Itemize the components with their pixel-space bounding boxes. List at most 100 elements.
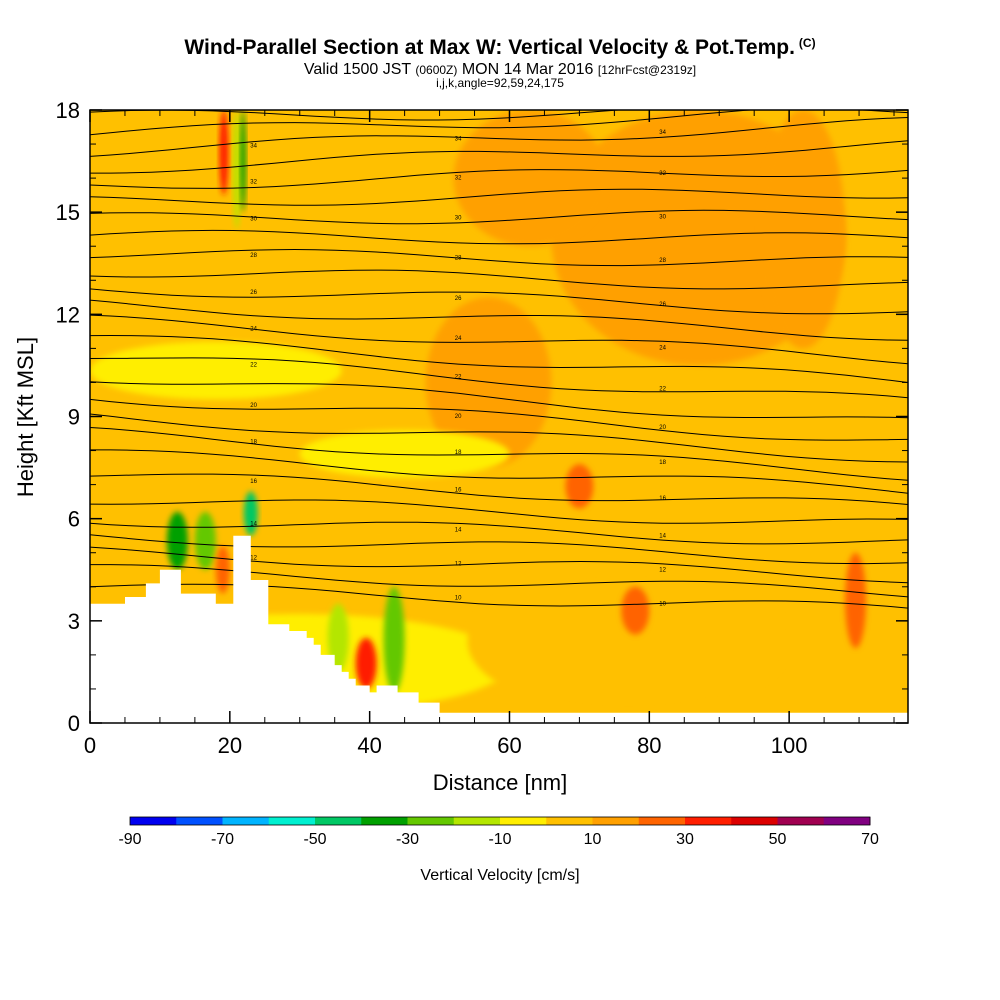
colorbar-tick-label: -10 [488, 831, 511, 848]
theta-contour [90, 546, 908, 584]
x-tick-label: 100 [771, 733, 808, 758]
velocity-region [219, 110, 229, 196]
theta-contour [90, 381, 908, 419]
y-tick-label: 18 [56, 98, 80, 123]
contour-label: 34 [659, 130, 666, 136]
x-axis-label: Distance [nm] [433, 770, 568, 795]
colorbar-swatch [176, 817, 223, 825]
velocity-region [233, 110, 241, 230]
colorbar-tick-label: 70 [861, 831, 879, 848]
y-tick-label: 3 [68, 609, 80, 634]
theta-contour [90, 334, 908, 383]
colorbar-swatch [222, 817, 270, 825]
colorbar-swatch [268, 817, 316, 825]
contour-label: 26 [455, 296, 462, 302]
velocity-region [166, 511, 188, 570]
velocity-region [240, 110, 246, 213]
terrain [90, 535, 908, 723]
x-tick-label: 80 [637, 733, 661, 758]
velocity-region [327, 603, 349, 672]
colorbar-label: Vertical Velocity [cm/s] [420, 867, 579, 884]
x-tick-label: 40 [357, 733, 381, 758]
contour-label: 30 [250, 216, 257, 222]
contour-label: 24 [250, 327, 257, 333]
contour-label: 32 [250, 180, 257, 186]
colorbar-swatch [361, 817, 408, 825]
forecast-info: [12hrFcst@2319z] [597, 63, 697, 77]
contour-label: 26 [659, 302, 666, 308]
x-tick-label: 60 [497, 733, 521, 758]
theta-contour [90, 299, 908, 341]
colorbar-swatch [823, 817, 871, 825]
contour-label: 18 [455, 450, 462, 456]
theta-contour [90, 449, 908, 494]
contour-label: 14 [250, 521, 257, 527]
indices-line: i,j,k,angle=92,59,24,175 [436, 76, 564, 90]
contour-label: 22 [250, 363, 257, 369]
y-tick-label: 15 [56, 200, 80, 225]
colorbar-swatch [592, 817, 640, 825]
colorbar-swatch [315, 817, 362, 825]
colorbar-frame [129, 816, 871, 826]
velocity-region [621, 586, 650, 635]
theta-contour [90, 521, 908, 545]
y-tick-label: 9 [68, 405, 80, 430]
valid-time-pre: Valid 1500 JST [303, 61, 411, 78]
velocity-region [565, 464, 594, 509]
colorbar-tick-label: -70 [211, 831, 234, 848]
colorbar-tick-label: -30 [396, 831, 419, 848]
contour-label: 32 [455, 175, 462, 181]
contour-label: 34 [455, 137, 462, 143]
colorbar-swatch [500, 817, 547, 825]
chart-subtitle: Valid 1500 JST (0600Z) MON 14 Mar 2016 [… [0, 61, 1000, 79]
colorbar: -90 -70 -50 -30 -10 10 30 50 70 [118, 816, 879, 848]
theta-contour [90, 288, 908, 315]
velocity-region [194, 511, 216, 570]
colorbar-swatch [777, 817, 825, 825]
colorbar-swatch [638, 817, 686, 825]
theta-contour [90, 229, 908, 245]
theta-contour [90, 169, 908, 189]
contour-label: 12 [250, 555, 257, 561]
contour-label: 22 [659, 387, 666, 393]
colorbar-swatch [731, 817, 778, 825]
colorbar-tick-label: -50 [303, 831, 326, 848]
contour-label: 20 [455, 414, 462, 420]
colorbar-swatch [130, 817, 177, 825]
colorbar-swatch [453, 817, 501, 825]
theta-contour [90, 473, 908, 505]
theta-contour [90, 427, 908, 481]
contour-label: 30 [659, 215, 666, 221]
theta-contour [90, 314, 908, 365]
contour-label: 14 [455, 527, 462, 533]
axis-layer: 0 20 40 60 80 100 0 3 6 9 12 15 18 [56, 98, 909, 758]
theta-contour [90, 209, 908, 225]
theta-contour [90, 140, 908, 174]
contour-label: 10 [659, 601, 666, 607]
contour-label: 32 [659, 171, 666, 177]
chart-title: Wind-Parallel Section at Max W: Vertical… [0, 36, 1000, 60]
valid-time-post: MON 14 Mar 2016 [461, 61, 594, 78]
contour-label: 18 [659, 460, 666, 466]
x-tick-label: 0 [84, 733, 96, 758]
theta-contour [90, 398, 908, 441]
contour-label: 34 [250, 143, 257, 149]
velocity-region [243, 491, 258, 536]
theta-contour [90, 110, 908, 121]
theta-contour [90, 269, 908, 290]
theta-contour [90, 117, 908, 157]
plot-layer: 1010101212121414141616161818182020202222… [90, 110, 908, 723]
theta-contour [90, 534, 908, 565]
velocity-region [355, 637, 377, 689]
contour-label: 24 [455, 336, 462, 342]
contour-label: 12 [659, 567, 666, 573]
y-tick-label: 6 [68, 507, 80, 532]
velocity-region [299, 430, 510, 478]
contour-label: 16 [455, 488, 462, 494]
colorbar-tick-label: 30 [676, 831, 694, 848]
velocity-region [845, 552, 867, 649]
y-axis-label: Height [Kft MSL] [13, 337, 38, 497]
colorbar-tick-label: -90 [118, 831, 141, 848]
colorbar-swatch [407, 817, 455, 825]
